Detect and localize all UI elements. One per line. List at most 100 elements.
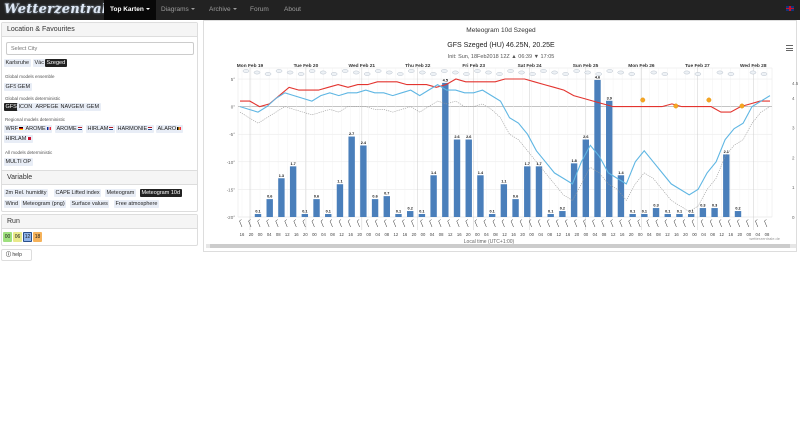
model-alaro[interactable]: ALARO [156, 125, 183, 133]
nav-diagrams[interactable]: Diagrams [161, 0, 201, 20]
wind-barb-flag [583, 219, 586, 222]
model-navgem[interactable]: NAVGEM [59, 103, 86, 111]
hour-tick-label: 12 [502, 232, 507, 237]
cloud-icon [463, 72, 470, 76]
wind-barb-flag [266, 219, 269, 222]
wind-barb-flag [329, 219, 333, 222]
hour-tick-label: 04 [267, 232, 272, 237]
run-00-button[interactable]: 00 [3, 232, 12, 242]
favourite-vac[interactable]: Vác [33, 59, 46, 67]
precip-tick-label: 4.5 [792, 81, 798, 86]
wind-barb-flag [510, 219, 514, 222]
wind-barb [592, 220, 596, 228]
favourite-szeged[interactable]: Szeged [45, 59, 67, 67]
precip-value-label: 0.2 [408, 207, 413, 211]
regional-label: Regional models deterministic [5, 117, 66, 122]
hour-tick-label: 20 [466, 232, 471, 237]
wind-barb [682, 220, 686, 228]
sun-icon [640, 97, 646, 103]
cloud-icon [319, 70, 327, 75]
wind-barb-flag [728, 219, 731, 222]
temperature-2m-line [239, 83, 771, 196]
hour-tick-label: 04 [647, 232, 652, 237]
precip-bar [383, 196, 390, 217]
precip-bar [371, 199, 379, 217]
model-arpege[interactable]: ARPEGE [34, 103, 60, 111]
nl-flag-icon [109, 127, 114, 131]
cloud-icon [286, 70, 294, 75]
wind-barb [537, 220, 541, 228]
model-arome-nl[interactable]: AROME [55, 125, 84, 133]
precip-value-label: 3.9 [607, 96, 612, 100]
variable-rel-humidity[interactable]: 2m Rel. humidity [4, 189, 48, 197]
variable-meteogram-10d[interactable]: Meteogram 10d [140, 189, 182, 197]
precip-bar [348, 136, 355, 217]
hour-tick-label: 08 [710, 232, 715, 237]
model-gfs[interactable]: GFS [4, 103, 19, 111]
cloud-icon [485, 70, 492, 75]
variable-surface-values[interactable]: Surface values [70, 200, 110, 208]
model-gfs-ens[interactable]: GFS [4, 83, 19, 91]
precip-value-label: 0.3 [712, 204, 717, 208]
model-wrf[interactable]: WRF [4, 125, 25, 133]
variable-meteogram[interactable]: Meteogram [105, 189, 136, 197]
variable-free-atmosphere[interactable]: Free atmosphere [114, 200, 159, 208]
model-harmonie[interactable]: HARMONIE [116, 125, 154, 133]
dk-flag-icon [27, 137, 32, 141]
wind-barb [393, 220, 397, 228]
precip-bar [254, 214, 262, 217]
dewpoint-2m-line [239, 100, 771, 212]
nav-top-karten[interactable]: Top Karten [104, 0, 156, 20]
precip-value-label: 0.1 [548, 210, 553, 214]
model-arome-fr[interactable]: AROME [24, 125, 53, 133]
wind-barb [565, 220, 569, 228]
model-hirlam-dk[interactable]: HIRLAM [4, 135, 33, 143]
precip-bar [547, 214, 554, 217]
city-search-input[interactable] [6, 42, 194, 55]
model-arome-fr-label: AROME [25, 126, 46, 132]
model-icon[interactable]: ICON [17, 103, 34, 111]
cloud-icon [529, 72, 536, 76]
model-gem[interactable]: GEM [85, 103, 101, 111]
run-12-button[interactable]: 12 [23, 232, 32, 242]
precip-value-label: 0.1 [490, 210, 495, 214]
cloud-icon [297, 72, 305, 76]
sun-icon [706, 97, 712, 103]
precip-bar [488, 214, 496, 217]
hamburger-menu-icon[interactable] [786, 45, 793, 51]
precip-value-label: 4.6 [595, 75, 600, 79]
variable-wind[interactable]: Wind [4, 200, 20, 208]
favourite-karlsruhe[interactable]: Karlsruhe [4, 59, 31, 67]
sunset-time: 17:05 [540, 54, 555, 60]
model-multi-op[interactable]: MULTI OP [4, 158, 33, 166]
wind-barb-flag [646, 219, 649, 222]
run-06-button[interactable]: 06 [13, 232, 22, 242]
variable-cape[interactable]: CAPE [54, 189, 72, 197]
cloud-icon [628, 72, 635, 76]
scrollbar-thumb[interactable] [210, 244, 790, 248]
variable-lifted-index[interactable]: Lifted index [70, 189, 102, 197]
nav-archive[interactable]: Archive [209, 0, 245, 20]
nl-flag-icon [148, 127, 153, 131]
day-label: Sun Feb 25 [573, 63, 599, 69]
wind-barb-flag [673, 219, 677, 222]
wind-barb-flag [402, 219, 405, 222]
model-hirlam-nl[interactable]: HIRLAM [86, 125, 115, 133]
nav-about[interactable]: About [284, 0, 308, 20]
variable-meteogram-png[interactable]: Meteogram (png) [21, 200, 67, 208]
nav-forum[interactable]: Forum [250, 0, 274, 20]
run-18-button[interactable]: 18 [33, 232, 42, 242]
precip-bar [594, 79, 601, 217]
help-button[interactable]: ⓘ help [1, 249, 32, 261]
brand-logo[interactable]: Wetterzentrale [4, 2, 116, 17]
nav-diagrams-label: Diagrams [161, 6, 189, 13]
uk-flag-icon[interactable] [786, 6, 794, 11]
wind-barb-flag [411, 219, 414, 222]
wind-barb [248, 220, 252, 228]
cloud-icon [330, 72, 338, 76]
temp-tick-label: 5° [231, 77, 236, 82]
wind-barb [501, 220, 505, 228]
model-gem-ens[interactable]: GEM [16, 83, 32, 91]
cloud-icon [474, 69, 481, 73]
wind-barb [483, 220, 487, 228]
